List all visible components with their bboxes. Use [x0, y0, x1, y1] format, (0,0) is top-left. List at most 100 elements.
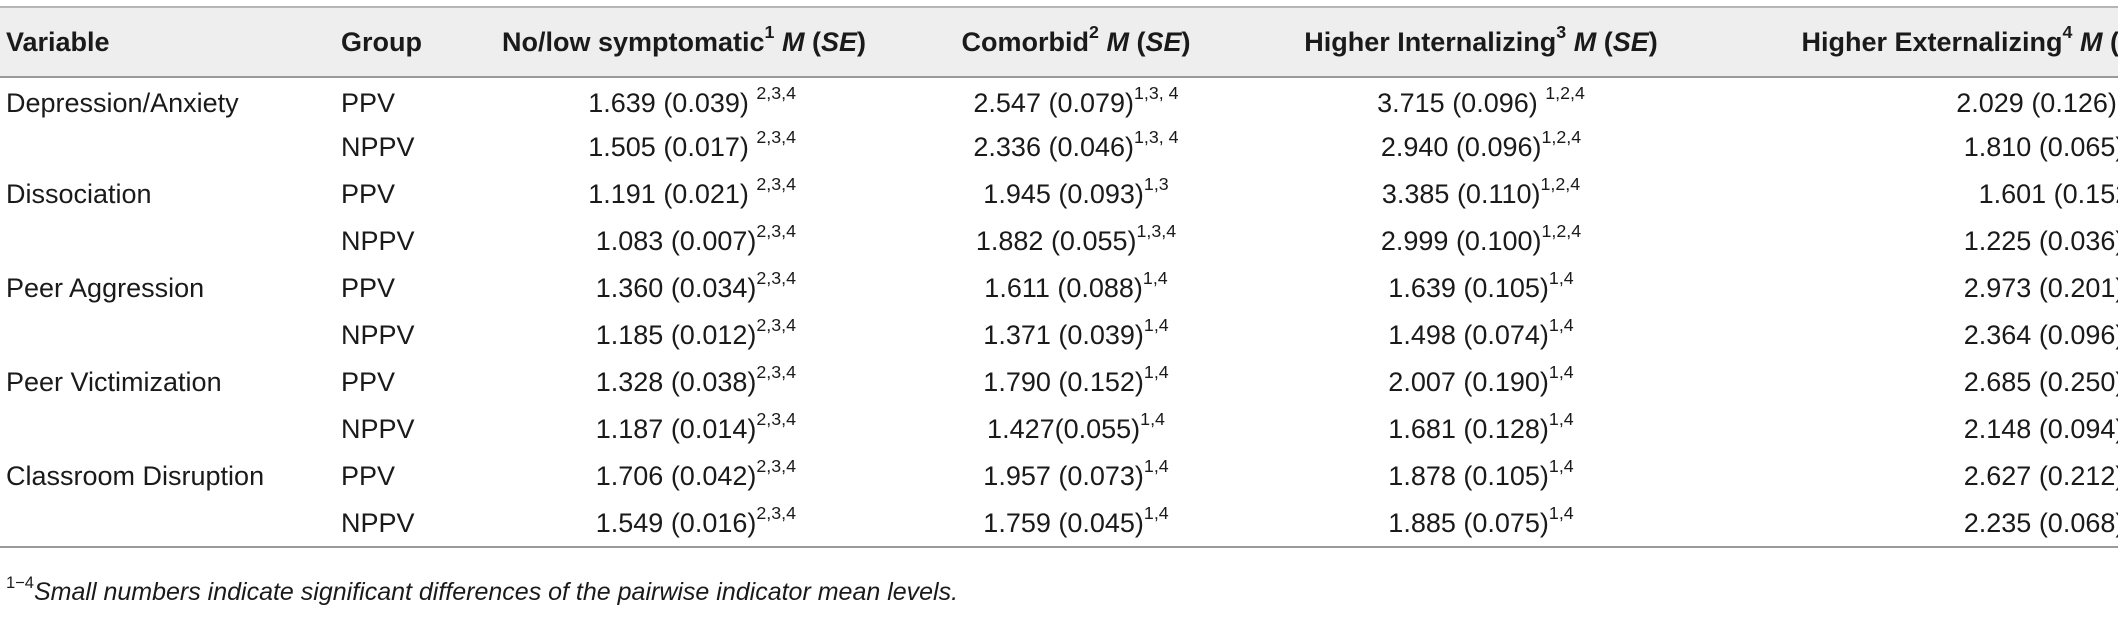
mean-se-value: 2.999 (0.100) [1380, 226, 1542, 256]
cell-no-low-symptomatic: 1.185 (0.012)2,3,4 [476, 312, 906, 359]
significance-marks: 1,3,4 [1136, 221, 1177, 242]
significance-marks: 1,4 [1548, 315, 1574, 336]
significance-marks: 1,2,4 [1545, 82, 1585, 103]
header-label: Comorbid [961, 26, 1090, 57]
header-label: Higher Internalizing [1304, 26, 1557, 57]
cell-variable: Peer Aggression [6, 273, 205, 303]
mean-se-value: 2.685 (0.250) [1963, 367, 2118, 397]
header-sup: 4 [2062, 21, 2073, 42]
mean-se-value: 1.945 (0.093) [983, 179, 1144, 209]
header-label: Higher Externalizing [1801, 26, 2063, 57]
header-stat: M [781, 26, 805, 57]
cell-higher-externalizing: 1.601 (0.152)1,3 [1716, 171, 2118, 218]
mean-se-value: 1.328 (0.038) [595, 367, 757, 397]
cell-group: PPV [341, 367, 396, 397]
mean-se-value: 1.706 (0.042) [595, 461, 757, 491]
cell-higher-internalizing: 3.715 (0.096) 1,2,4 [1246, 77, 1716, 124]
header-higher-externalizing: Higher Externalizing4 M (SE) [1716, 6, 2118, 78]
mean-se-value: 1.885 (0.075) [1388, 507, 1549, 538]
mean-se-value: 2.940 (0.096) [1380, 132, 1542, 162]
significance-marks: 1,4 [1143, 315, 1169, 336]
significance-marks: 1,4 [1142, 268, 1168, 289]
header-stat: M [1106, 26, 1129, 57]
header-no-low-symptomatic: No/low symptomatic1 M (SE) [476, 6, 906, 78]
significance-marks: 2,3,4 [756, 502, 796, 523]
cell-comorbid: 2.336 (0.046)1,3, 4 [906, 124, 1246, 171]
mean-se-value: 1.759 (0.045) [983, 507, 1144, 538]
cell-higher-externalizing: 2.627 (0.212)1,2,3 [1716, 453, 2118, 500]
mean-se-value: 2.627 (0.212) [1963, 461, 2118, 491]
header-sup: 2 [1089, 21, 1099, 42]
cell-group: NPPV [341, 414, 415, 444]
header-se-open: ( [1596, 26, 1613, 57]
significance-marks: 1,2,4 [1541, 127, 1582, 148]
cell-group: PPV [341, 179, 396, 209]
mean-se-value: 1.185 (0.012) [595, 320, 757, 350]
cell-higher-internalizing: 1.498 (0.074)1,4 [1246, 312, 1716, 359]
table-footnote: 1−4Small numbers indicate significant di… [6, 575, 958, 607]
significance-marks: 2,3,4 [756, 221, 796, 242]
significance-marks: 1,4 [1143, 456, 1169, 477]
cell-higher-internalizing: 3.385 (0.110)1,2,4 [1246, 171, 1716, 218]
cell-group: PPV [341, 461, 396, 491]
cell-group: NPPV [341, 320, 415, 350]
cell-group: PPV [341, 87, 396, 118]
cell-no-low-symptomatic: 1.191 (0.021) 2,3,4 [476, 171, 906, 218]
mean-se-value: 1.225 (0.036) [1963, 226, 2118, 256]
header-se: SE [820, 26, 857, 57]
cell-no-low-symptomatic: 1.505 (0.017) 2,3,4 [476, 124, 906, 171]
significance-marks: 1,4 [1548, 362, 1574, 383]
cell-comorbid: 1.945 (0.093)1,3 [906, 171, 1246, 218]
cell-higher-internalizing: 1.681 (0.128)1,4 [1246, 406, 1716, 453]
significance-marks: 1,4 [1140, 409, 1165, 430]
mean-se-value: 1.957 (0.073) [983, 461, 1144, 491]
cell-higher-externalizing: 2.364 (0.096)1,2,3 [1716, 312, 2118, 359]
cell-comorbid: 1.957 (0.073)1,4 [906, 453, 1246, 500]
table-row: Depression/Anxiety PPV 1.639 (0.039) 2,3,4… [0, 77, 2118, 124]
cell-higher-externalizing: 2.029 (0.126) 1,2,3 [1716, 77, 2118, 124]
cell-no-low-symptomatic: 1.639 (0.039) 2,3,4 [476, 77, 906, 124]
cell-higher-internalizing: 1.878 (0.105)1,4 [1246, 453, 1716, 500]
significance-marks: 2,3,4 [756, 268, 796, 289]
cell-comorbid: 2.547 (0.079)1,3, 4 [906, 77, 1246, 124]
cell-higher-internalizing: 2.007 (0.190)1,4 [1246, 359, 1716, 406]
header-stat: M [2079, 26, 2103, 57]
significance-marks: 2,3,4 [756, 127, 796, 148]
cell-higher-internalizing: 2.999 (0.100)1,2,4 [1246, 218, 1716, 265]
mean-se-value: 1.681 (0.128) [1388, 414, 1549, 444]
header-se-open: ( [1128, 26, 1146, 57]
cell-higher-externalizing: 2.235 (0.068)1,2,3 [1716, 500, 2118, 548]
cell-group: PPV [341, 273, 396, 303]
cell-variable: Dissociation [6, 179, 152, 209]
significance-marks: 2,3,4 [756, 362, 796, 383]
cell-no-low-symptomatic: 1.360 (0.034)2,3,4 [476, 265, 906, 312]
mean-se-value: 1.549 (0.016) [595, 507, 757, 538]
mean-se-value: 3.715 (0.096) [1377, 87, 1546, 118]
significance-marks: 1,4 [1143, 362, 1169, 383]
cell-no-low-symptomatic: 1.083 (0.007)2,3,4 [476, 218, 906, 265]
header-comorbid: Comorbid2 M (SE) [906, 6, 1246, 78]
mean-se-value: 2.148 (0.094) [1963, 414, 2118, 444]
significance-marks: 1,3 [1143, 174, 1169, 195]
cell-no-low-symptomatic: 1.706 (0.042)2,3,4 [476, 453, 906, 500]
header-sup: 3 [1556, 21, 1567, 42]
header-stat: M [1573, 26, 1597, 57]
table-row: NPPV 1.549 (0.016)2,3,4 1.759 (0.045)1,4 1.… [0, 500, 2118, 548]
mean-se-value: 1.083 (0.007) [595, 226, 757, 256]
cell-comorbid: 1.882 (0.055)1,3,4 [906, 218, 1246, 265]
header-sup: 1 [764, 21, 775, 42]
footnote-marks: 1−4 [6, 574, 34, 593]
mean-se-value: 1.878 (0.105) [1388, 461, 1549, 491]
mean-se-value: 2.235 (0.068) [1963, 507, 2118, 538]
cell-no-low-symptomatic: 1.328 (0.038)2,3,4 [476, 359, 906, 406]
cell-higher-internalizing: 1.639 (0.105)1,4 [1246, 265, 1716, 312]
significance-marks: 1,4 [1548, 409, 1574, 430]
cell-no-low-symptomatic: 1.549 (0.016)2,3,4 [476, 500, 906, 548]
cell-variable [0, 124, 341, 171]
header-row: Variable Group No/low symptomatic1 M (SE… [0, 6, 2118, 78]
significance-marks: 2,3,4 [756, 82, 796, 103]
significance-marks: 2,3,4 [756, 409, 796, 430]
cell-variable [0, 406, 341, 453]
table-row: Peer Victimization PPV 1.328 (0.038)2,3,4 1… [0, 359, 2118, 406]
significance-marks: 1,4 [1143, 502, 1169, 523]
